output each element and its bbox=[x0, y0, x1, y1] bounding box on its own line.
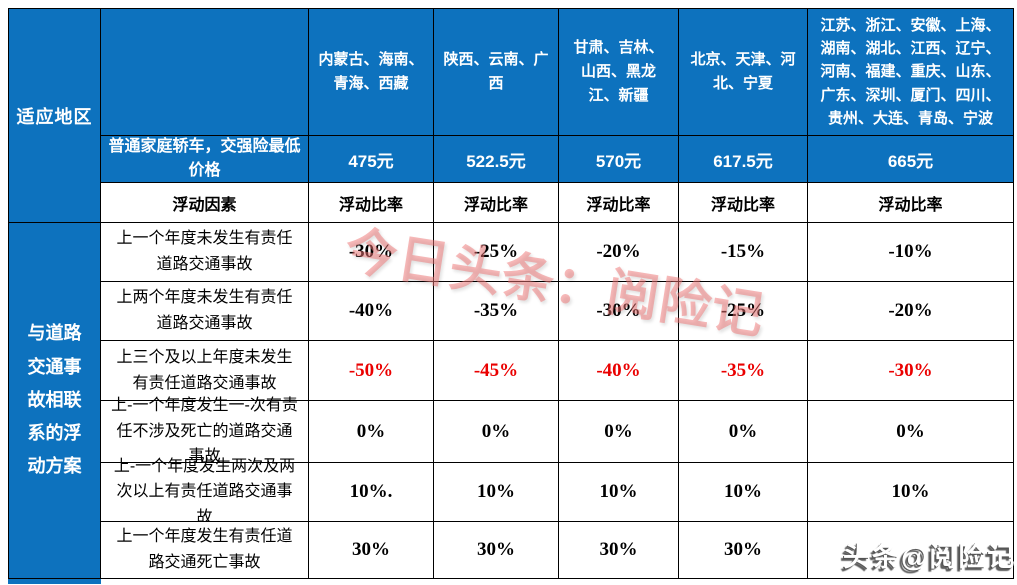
blank-header-cell bbox=[101, 9, 309, 136]
value-cell: 30% bbox=[559, 522, 679, 579]
factor-header-cell: 浮动因素 bbox=[101, 183, 309, 223]
region-header-cell: 江苏、浙江、安徽、上海、湖南、湖北、江西、辽宁、河南、福建、重庆、山东、广东、深… bbox=[808, 9, 1014, 136]
value-cell: 10% bbox=[679, 463, 808, 522]
price-cell: 665元 bbox=[808, 136, 1014, 183]
price-cell: 475元 bbox=[309, 136, 434, 183]
plan-label-cell: 与道路交通事故相联系的浮动方案 bbox=[9, 223, 101, 579]
factor-cell: 上两个年度未发生有责任道路交通事故 bbox=[101, 282, 309, 341]
region-header-cell: 陕西、云南、广西 bbox=[434, 9, 559, 136]
price-cell: 617.5元 bbox=[679, 136, 808, 183]
ratio-header-cell: 浮动比率 bbox=[434, 183, 559, 223]
factor-cell: 上三个及以上年度未发生有责任道路交通事故 bbox=[101, 341, 309, 401]
ratio-header-cell: 浮动比率 bbox=[679, 183, 808, 223]
value-cell: 10% bbox=[434, 463, 559, 522]
value-cell: -20% bbox=[559, 223, 679, 282]
value-cell: 0% bbox=[434, 401, 559, 463]
region-label-cell: 适应地区 bbox=[9, 9, 101, 223]
value-cell-highlight: -40% bbox=[559, 341, 679, 401]
price-label-cell: 普通家庭轿车，交强险最低价格 bbox=[101, 136, 309, 183]
value-cell-highlight: -50% bbox=[309, 341, 434, 401]
factor-cell: 上一个年度发生有责任道路交通死亡事故 bbox=[101, 522, 309, 579]
price-cell: 570元 bbox=[559, 136, 679, 183]
value-cell: -15% bbox=[679, 223, 808, 282]
value-cell: 0% bbox=[559, 401, 679, 463]
value-cell: -20% bbox=[808, 282, 1014, 341]
value-cell: 30% bbox=[434, 522, 559, 579]
value-cell-highlight: -45% bbox=[434, 341, 559, 401]
ratio-header-cell: 浮动比率 bbox=[309, 183, 434, 223]
value-cell-highlight: -35% bbox=[679, 341, 808, 401]
value-cell: -25% bbox=[679, 282, 808, 341]
value-cell: 10%. bbox=[309, 463, 434, 522]
value-cell: 10% bbox=[808, 463, 1014, 522]
ratio-header-cell: 浮动比率 bbox=[559, 183, 679, 223]
value-cell: 10% bbox=[559, 463, 679, 522]
value-cell: -25% bbox=[434, 223, 559, 282]
factor-cell: 上-一个年度发生两次及两次以上有责任道路交通事故 bbox=[101, 458, 309, 526]
region-header-cell: 甘肃、吉林、山西、黑龙江、新疆 bbox=[559, 9, 679, 136]
table-left-column-underhang bbox=[8, 579, 101, 584]
rate-table: 适应地区 与道路交通事故相联系的浮动方案 内蒙古、海南、青海、西藏 陕西、云南、… bbox=[8, 8, 1014, 579]
value-cell: 0% bbox=[808, 401, 1014, 463]
value-cell: 30% bbox=[309, 522, 434, 579]
value-cell: -35% bbox=[434, 282, 559, 341]
value-cell: -30% bbox=[559, 282, 679, 341]
region-header-cell: 内蒙古、海南、青海、西藏 bbox=[309, 9, 434, 136]
value-cell bbox=[808, 522, 1014, 579]
factor-cell: 上一个年度未发生有责任道路交通事故 bbox=[101, 223, 309, 282]
ratio-header-cell: 浮动比率 bbox=[808, 183, 1014, 223]
region-header-cell: 北京、天津、河北、宁夏 bbox=[679, 9, 808, 136]
value-cell: -40% bbox=[309, 282, 434, 341]
price-cell: 522.5元 bbox=[434, 136, 559, 183]
value-cell: -10% bbox=[808, 223, 1014, 282]
value-cell: 0% bbox=[679, 401, 808, 463]
value-cell-highlight: -30% bbox=[808, 341, 1014, 401]
value-cell: -30% bbox=[309, 223, 434, 282]
value-cell: 0% bbox=[309, 401, 434, 463]
factor-cell: 上-一个年度发生一-次有责任不涉及死亡的道路交通事故 bbox=[101, 397, 309, 465]
value-cell: 30% bbox=[679, 522, 808, 579]
